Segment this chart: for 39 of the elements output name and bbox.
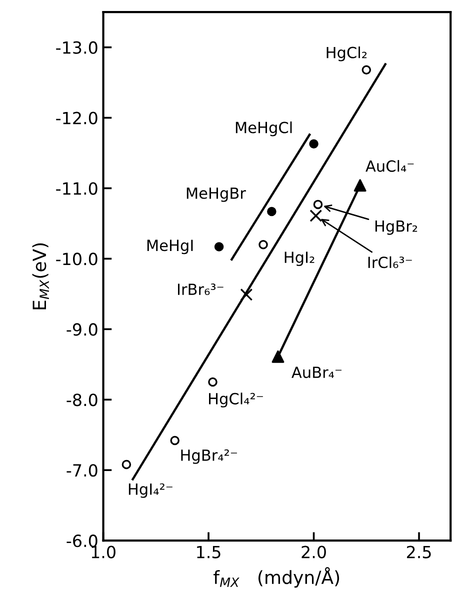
annotation: MeHgI: [147, 240, 193, 254]
point: [309, 139, 318, 148]
point: [267, 206, 276, 216]
y-tick-label: -6.0: [66, 534, 98, 548]
annotation: AuBr₄⁻: [292, 366, 342, 378]
annotation: HgBr₂: [375, 220, 418, 235]
point: [272, 350, 284, 363]
y-tick-label: -9.0: [66, 323, 98, 336]
annotation: IrBr₆³⁻: [178, 284, 224, 296]
annotation: IrCl₆³⁻: [368, 256, 412, 268]
annotation: HgCl₄²⁻: [209, 392, 263, 408]
annotation: HgCl₂: [326, 46, 367, 62]
y-tick-label: -10.0: [56, 252, 98, 266]
y-axis-title: E$_{MX}$(eV): [32, 243, 49, 310]
point: [354, 179, 366, 192]
point: [208, 377, 218, 387]
x-tick-label: 1.5: [197, 546, 220, 558]
y-tick-label: -13.0: [56, 41, 98, 54]
x-tick-label: 1.0: [92, 546, 116, 558]
y-tick-label: -8.0: [66, 394, 98, 406]
annotation: AuCl₄⁻: [366, 160, 414, 172]
x-tick-label: 2.0: [302, 546, 326, 558]
annotation: MeHgBr: [186, 188, 246, 202]
y-tick-label: -11.0: [56, 182, 98, 195]
y-tick-label: -7.0: [66, 464, 98, 477]
point: [170, 436, 180, 446]
point: [214, 242, 224, 252]
point: [240, 288, 253, 301]
point: [258, 240, 268, 250]
annotation: HgI₂: [284, 252, 314, 266]
y-tick-label: -12.0: [56, 112, 98, 124]
annotation: MeHgCl: [236, 121, 292, 136]
point: [122, 460, 132, 470]
annotation: HgBr₄²⁻: [181, 449, 237, 464]
point: [313, 200, 323, 210]
x-tick-label: 2.5: [406, 546, 431, 558]
annotation: HgI₄²⁻: [128, 483, 172, 498]
point: [362, 65, 372, 74]
text: f$_{MX}$ (mdyn/Å): [214, 567, 340, 588]
